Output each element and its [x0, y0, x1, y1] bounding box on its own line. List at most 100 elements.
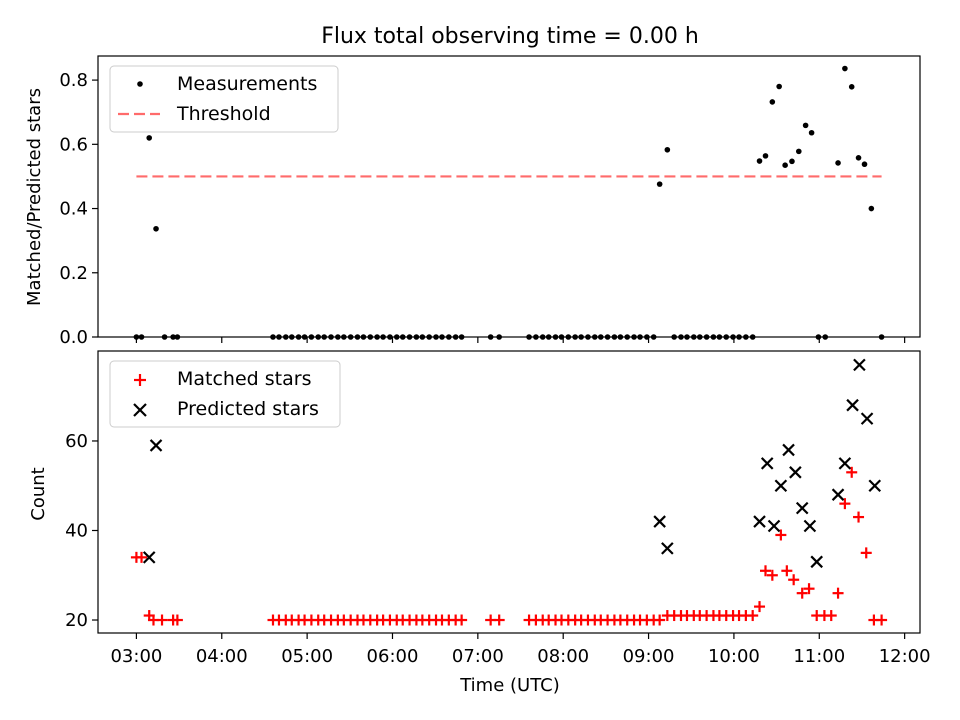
measurement-point — [743, 334, 749, 340]
measurement-point — [335, 334, 341, 340]
measurement-point — [174, 334, 181, 340]
measurement-point — [321, 334, 327, 340]
measurement-point — [716, 334, 723, 340]
predicted-star-point — [853, 358, 866, 372]
predicted-star-point — [782, 443, 795, 457]
measurement-point — [558, 334, 565, 340]
y-tick-label: 0.4 — [59, 199, 88, 220]
x-tick-label: 10:00 — [708, 646, 760, 667]
measurement-point — [696, 334, 703, 340]
predicted-star-stroke-b — [846, 398, 859, 412]
measurement-point — [795, 148, 802, 155]
measurement-point — [656, 181, 663, 187]
matched-star-point — [832, 587, 844, 599]
measurement-point — [315, 334, 322, 340]
measurement-point — [691, 334, 697, 340]
matched-star-point — [781, 565, 793, 577]
predicted-star-point — [661, 542, 674, 555]
measurement-point — [861, 161, 868, 168]
x-tick-label: 08:00 — [537, 646, 589, 667]
measurement-point — [138, 334, 145, 340]
legend-matched-marker — [134, 374, 146, 386]
predicted-star-stroke-b — [782, 443, 795, 457]
measurement-point — [855, 155, 862, 161]
matched-star-point — [654, 614, 666, 626]
matched-star-point — [839, 498, 851, 510]
measurement-point — [756, 158, 763, 164]
predicted-star-point — [795, 501, 809, 515]
measurement-point — [308, 334, 315, 340]
measurement-point — [769, 99, 776, 105]
measurement-point — [868, 205, 875, 212]
measurement-point — [710, 334, 717, 340]
bottom-panel: 20 40 60 03:00 04:00 05:00 06:00 07:00 08:00 09:… — [28, 350, 931, 696]
predicted-star-stroke-b — [760, 457, 774, 470]
measurement-point — [487, 334, 494, 340]
measurement-point — [367, 334, 374, 340]
measurement-point — [815, 334, 822, 340]
measurement-point — [644, 334, 650, 340]
measurement-point — [341, 334, 347, 340]
predicted-star-point — [142, 551, 156, 564]
matched-star-point — [171, 614, 183, 626]
bottom-y-axis-label: Count — [28, 467, 49, 520]
measurement-point — [671, 334, 677, 340]
matched-star-point — [156, 614, 168, 626]
measurement-point — [552, 334, 559, 340]
measurement-point — [347, 334, 354, 340]
x-tick-label: 07:00 — [452, 646, 504, 667]
top-legend: Measurements Threshold — [109, 65, 339, 133]
predicted-star-point — [767, 519, 781, 533]
measurement-point — [723, 334, 730, 340]
measurement-point — [808, 129, 815, 136]
predicted-star-point — [846, 398, 859, 412]
x-tick-label: 09:00 — [623, 646, 675, 667]
measurement-point — [664, 146, 671, 153]
measurement-point — [533, 334, 539, 340]
measurement-point — [597, 334, 604, 340]
measurement-point — [387, 334, 393, 340]
measurement-point — [295, 334, 302, 340]
measurement-point — [282, 334, 289, 340]
measurement-point — [288, 334, 295, 340]
legend-matched-label: Matched stars — [177, 368, 311, 390]
legend-predicted-marker — [133, 403, 147, 417]
matched-star-point — [796, 587, 808, 599]
measurement-point — [419, 334, 426, 340]
x-tick-label: 12:00 — [879, 646, 931, 667]
measurement-point — [146, 135, 153, 141]
bottom-legend: Matched stars Predicted stars — [109, 360, 341, 428]
measurement-point — [585, 334, 591, 340]
measurement-point — [393, 334, 400, 340]
matched-star-point — [846, 466, 858, 478]
matched-star-point — [876, 614, 888, 626]
matched-star-point — [766, 569, 778, 581]
measurement-point — [789, 158, 795, 165]
y-tick-label: 0.2 — [59, 263, 88, 284]
predicted-star-point — [789, 466, 802, 479]
legend-threshold-label: Threshold — [176, 103, 271, 125]
top-y-axis-label: Matched/Predicted stars — [24, 88, 45, 306]
matched-star-point — [747, 610, 759, 622]
predicted-star-point — [753, 515, 766, 528]
matched-star-point — [825, 610, 837, 622]
measurement-point — [133, 334, 140, 340]
measurement-point — [703, 334, 710, 340]
predicted-star-stroke-b — [789, 466, 802, 479]
predicted-star-point — [831, 488, 845, 501]
measurement-point — [822, 334, 829, 340]
measurement-point — [591, 334, 598, 340]
matched-star-point — [803, 583, 815, 595]
predicted-star-stroke-b — [831, 488, 845, 501]
predicted-star-points — [142, 358, 882, 569]
predicted-star-stroke-b — [838, 457, 852, 470]
measurement-point — [354, 334, 361, 340]
predicted-star-stroke-b — [753, 515, 766, 528]
predicted-star-point — [774, 479, 788, 493]
matched-star-points — [130, 466, 888, 626]
measurement-point — [624, 334, 631, 340]
y-tick-label: 0.6 — [59, 134, 88, 155]
y-tick-label: 60 — [65, 431, 88, 452]
top-panel: 0.00.20.40.60.8 Matched/Predicted stars … — [24, 55, 921, 348]
